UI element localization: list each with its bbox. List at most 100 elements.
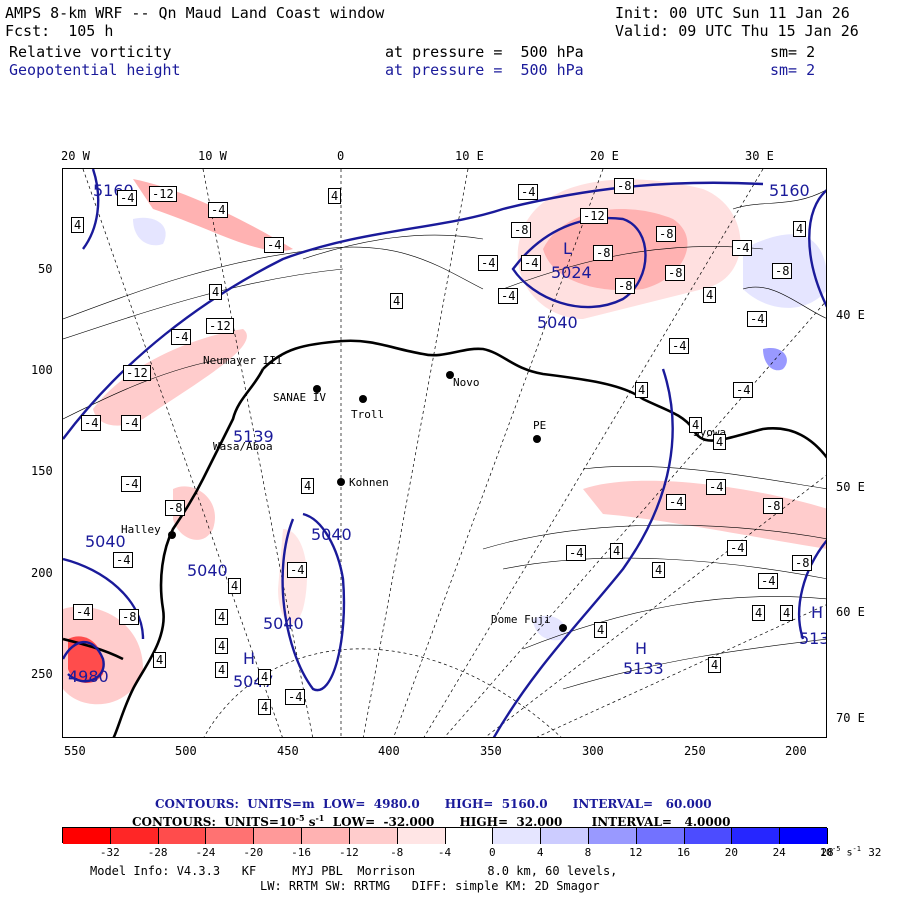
vort-contour bbox=[302, 234, 484, 260]
vort-label: 4 bbox=[153, 652, 167, 668]
station-marker[interactable] bbox=[313, 385, 321, 393]
vort-label: -4 bbox=[706, 479, 727, 495]
station-marker[interactable] bbox=[337, 478, 345, 486]
vort-label: -8 bbox=[665, 265, 686, 281]
vort-label: -4 bbox=[747, 311, 768, 327]
vort-label: -4 bbox=[478, 255, 499, 271]
field1-name: Relative vorticity bbox=[9, 43, 172, 61]
height-label: 5024 bbox=[551, 263, 592, 282]
vort-label: -8 bbox=[511, 222, 532, 238]
vort-label: 4 bbox=[689, 417, 703, 433]
vort-contour-units: CONTOURS: UNITS=10 bbox=[132, 815, 296, 829]
station-label: Syowa bbox=[693, 426, 727, 439]
colorbar-tick-label: 32 bbox=[868, 846, 882, 859]
field2-level: at pressure = 500 hPa bbox=[385, 61, 584, 79]
vort-contour bbox=[522, 596, 826, 650]
height-label: 4980 bbox=[68, 667, 109, 686]
vort-label: -4 bbox=[121, 476, 142, 492]
meridian bbox=[363, 169, 469, 737]
x-tick-label: 500 bbox=[175, 744, 197, 758]
meridian bbox=[536, 604, 826, 737]
lon-label: 20 E bbox=[590, 149, 619, 163]
map-panel[interactable]: 5160 5160 5024 5040 5040 5040 5040 5040 … bbox=[62, 168, 827, 738]
station-marker[interactable] bbox=[446, 371, 454, 379]
height-contour bbox=[281, 512, 346, 692]
colorbar-cell bbox=[684, 828, 733, 844]
station-marker[interactable] bbox=[559, 624, 567, 632]
vort-label: -4 bbox=[113, 552, 134, 568]
colorbar-cell bbox=[254, 828, 303, 844]
vort-contour bbox=[63, 268, 344, 340]
vort-label: -4 bbox=[81, 415, 102, 431]
vort-label: -4 bbox=[521, 255, 542, 271]
meridian bbox=[444, 300, 826, 737]
colorbar-labels: -32 -28 -24 -20 -16 -12 -8 -4 0 4 8 12 16 20 24 28 32 bbox=[62, 846, 882, 859]
x-tick-label: 450 bbox=[277, 744, 299, 758]
vort-label: -8 bbox=[165, 500, 186, 516]
vort-contour-units-exp: -5 bbox=[295, 813, 305, 823]
colorbar-tick-label: -20 bbox=[243, 846, 264, 859]
vort-label: 4 bbox=[610, 543, 624, 559]
station-label: Neumayer III bbox=[203, 354, 283, 367]
vort-label: -4 bbox=[121, 415, 142, 431]
vort-label: 4 bbox=[703, 287, 717, 303]
colorbar-tick-label: -32 bbox=[99, 846, 120, 859]
vort-label: 4 bbox=[71, 217, 85, 233]
init-time: Init: 00 UTC Sun 11 Jan 26 bbox=[615, 4, 850, 22]
vort-label: -12 bbox=[123, 365, 151, 381]
vort-contour bbox=[732, 189, 826, 210]
colorbar-unit-exp: -5 bbox=[832, 845, 841, 853]
lon-label-right: 40 E bbox=[836, 308, 865, 322]
height-label: 5139 bbox=[233, 427, 274, 446]
vort-fill-area bbox=[93, 329, 247, 426]
low-center-label: L bbox=[563, 239, 572, 258]
field1-level: at pressure = 500 hPa bbox=[385, 43, 584, 61]
vort-label: 4 bbox=[215, 609, 229, 625]
colorbar-cell bbox=[206, 828, 255, 844]
height-label: 5040 bbox=[85, 532, 126, 551]
colorbar-cell bbox=[349, 828, 398, 844]
vort-label: -8 bbox=[615, 278, 636, 294]
vort-label: 4 bbox=[752, 605, 766, 621]
colorbar-cell bbox=[110, 828, 159, 844]
vort-label: 4 bbox=[708, 657, 722, 673]
height-contour bbox=[511, 216, 647, 309]
vort-label: 4 bbox=[258, 669, 272, 685]
height-label: 5133 bbox=[623, 659, 664, 678]
height-label: 5040 bbox=[311, 525, 352, 544]
height-label: 5040 bbox=[537, 313, 578, 332]
colorbar-cell bbox=[732, 828, 781, 844]
vort-contour bbox=[562, 638, 826, 690]
vort-label: -4 bbox=[285, 689, 306, 705]
vort-label: -4 bbox=[758, 573, 779, 589]
vort-label: 4 bbox=[793, 221, 807, 237]
vort-fill-area bbox=[583, 480, 826, 549]
meridian bbox=[202, 169, 313, 737]
station-marker[interactable] bbox=[359, 395, 367, 403]
colorbar-cell bbox=[397, 828, 446, 844]
vort-label: -12 bbox=[580, 208, 608, 224]
lon-label: 0 bbox=[337, 149, 345, 163]
lon-label: 10 W bbox=[198, 149, 227, 163]
vort-contour-units-s: s bbox=[304, 815, 316, 829]
vort-contour-units-s-exp: -1 bbox=[315, 813, 325, 823]
vort-label: -8 bbox=[763, 498, 784, 514]
station-marker[interactable] bbox=[168, 531, 176, 539]
colorbar-tick-label: 8 bbox=[584, 846, 592, 859]
meridian bbox=[393, 169, 604, 737]
field1-smoothing: sm= 2 bbox=[770, 43, 816, 61]
vort-fill-area bbox=[543, 209, 688, 291]
vort-label: 4 bbox=[635, 382, 649, 398]
vorticity-contours bbox=[63, 189, 826, 690]
lon-label-right: 70 E bbox=[836, 711, 865, 725]
vort-contour bbox=[502, 557, 826, 579]
colorbar-cell bbox=[63, 828, 111, 844]
station-marker[interactable] bbox=[533, 435, 541, 443]
colorbar-tick-label: -12 bbox=[338, 846, 359, 859]
x-tick-label: 550 bbox=[64, 744, 86, 758]
vort-label: 4 bbox=[215, 638, 229, 654]
forecast-hour: Fcst: 105 h bbox=[5, 22, 114, 40]
colorbar bbox=[62, 827, 828, 844]
vort-contour bbox=[63, 358, 224, 420]
vort-label: 4 bbox=[328, 188, 342, 204]
